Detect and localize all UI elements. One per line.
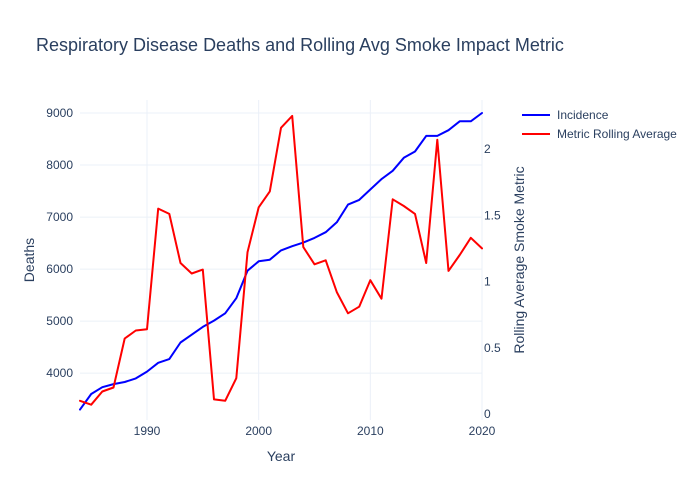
y2-tick-label: 0 xyxy=(484,407,491,421)
series-line-incidence xyxy=(79,112,483,411)
y-tick-label: 7000 xyxy=(46,210,73,224)
x-axis-title: Year xyxy=(267,448,296,464)
x-tick-label: 2000 xyxy=(245,424,272,438)
y-tick-label: 4000 xyxy=(46,366,73,380)
x-axis-ticks: 1990 2000 2010 2020 xyxy=(134,424,496,438)
legend-label: Metric Rolling Average xyxy=(557,127,677,141)
y-tick-label: 6000 xyxy=(46,262,73,276)
y2-axis-title: Rolling Average Smoke Metric xyxy=(511,166,527,353)
y-tick-label: 5000 xyxy=(46,314,73,328)
y-axis-ticks: 4000 5000 6000 7000 8000 9000 xyxy=(46,106,73,380)
x-tick-label: 1990 xyxy=(134,424,161,438)
plot-area xyxy=(79,112,483,411)
legend-label: Incidence xyxy=(557,108,609,122)
x-tick-label: 2010 xyxy=(357,424,384,438)
y-tick-label: 9000 xyxy=(46,106,73,120)
y2-tick-label: 1 xyxy=(484,275,491,289)
y2-axis-ticks: 0 0.5 1 1.5 2 xyxy=(484,142,501,421)
y2-tick-label: 1.5 xyxy=(484,208,501,222)
y2-tick-label: 2 xyxy=(484,142,491,156)
chart-title: Respiratory Disease Deaths and Rolling A… xyxy=(36,35,564,55)
series-line-metric-rolling-average xyxy=(79,114,483,406)
y-tick-label: 8000 xyxy=(46,158,73,172)
x-tick-label: 2020 xyxy=(469,424,496,438)
y2-tick-label: 0.5 xyxy=(484,341,501,355)
legend: Incidence Metric Rolling Average xyxy=(522,108,677,141)
y-axis-title: Deaths xyxy=(21,238,37,282)
